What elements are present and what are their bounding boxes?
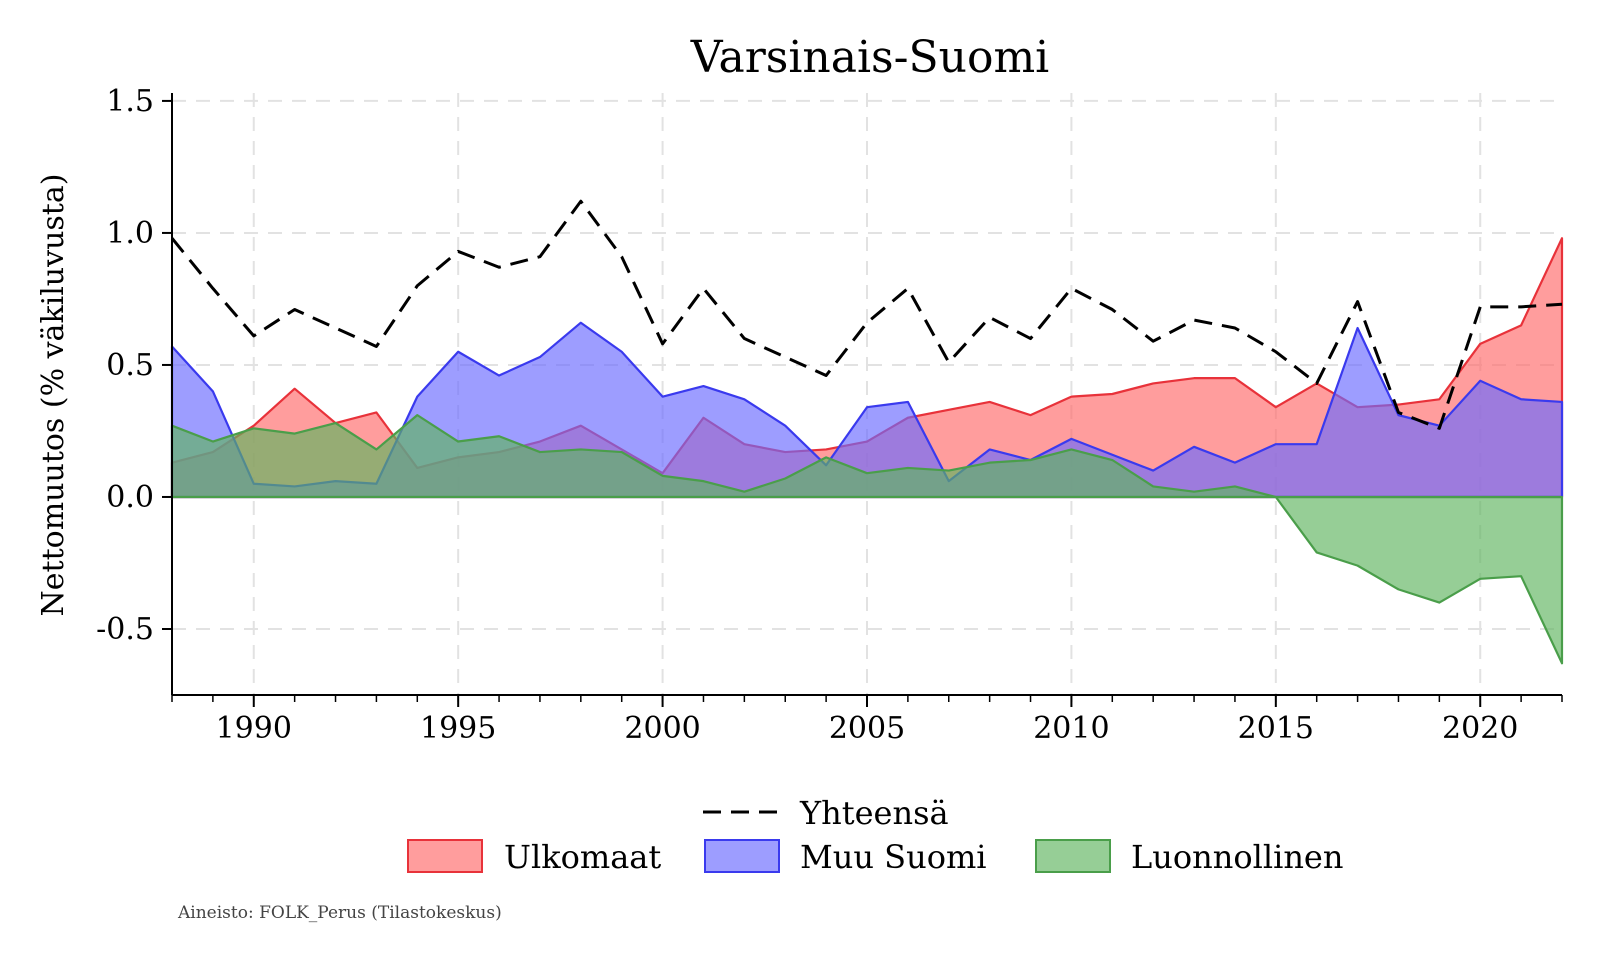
lines: [170, 199, 1563, 430]
legend-swatch-ulkomaat: [407, 839, 483, 873]
source-note: Aineisto: FOLK_Perus (Tilastokeskus): [177, 903, 502, 923]
x-tick-label: 2000: [624, 711, 700, 746]
y-axis-label: Nettomuutos (% väkiluvusta): [36, 174, 71, 617]
x-tick-label: 2015: [1238, 711, 1314, 746]
legend: Yhteensä Ulkomaat Muu Suomi Luonnollinen: [407, 794, 1343, 876]
chart-title: Varsinais-Suomi: [690, 32, 1050, 83]
y-tick-label: -0.5: [96, 612, 154, 647]
legend-label-luonnollinen: Luonnollinen: [1131, 838, 1343, 876]
area-luonnollinen: [170, 414, 1564, 665]
legend-label-muu-suomi: Muu Suomi: [800, 838, 987, 876]
x-tick-label: 2020: [1442, 711, 1518, 746]
areas: [170, 237, 1564, 665]
y-tick-label: 1.5: [106, 84, 154, 119]
legend-swatch-luonnollinen: [1035, 839, 1111, 873]
y-tick-label: 0.5: [106, 348, 154, 383]
x-tick-label: 2010: [1033, 711, 1109, 746]
legend-label-ulkomaat: Ulkomaat: [504, 838, 661, 876]
x-tick-label: 2005: [829, 711, 905, 746]
x-tick-label: 1995: [420, 711, 496, 746]
legend-swatch-muu-suomi: [704, 839, 780, 873]
legend-label-yhteensa: Yhteensä: [799, 794, 949, 832]
x-tick-label: 1990: [216, 711, 292, 746]
y-tick-label: 0.0: [106, 480, 154, 515]
y-tick-label: 1.0: [106, 216, 154, 251]
line-yhteensa: [170, 199, 1563, 430]
axes: -0.5 0.0 0.5 1.0 1.5 1990 1995 2000 2005 2010 2015…: [96, 84, 1563, 746]
